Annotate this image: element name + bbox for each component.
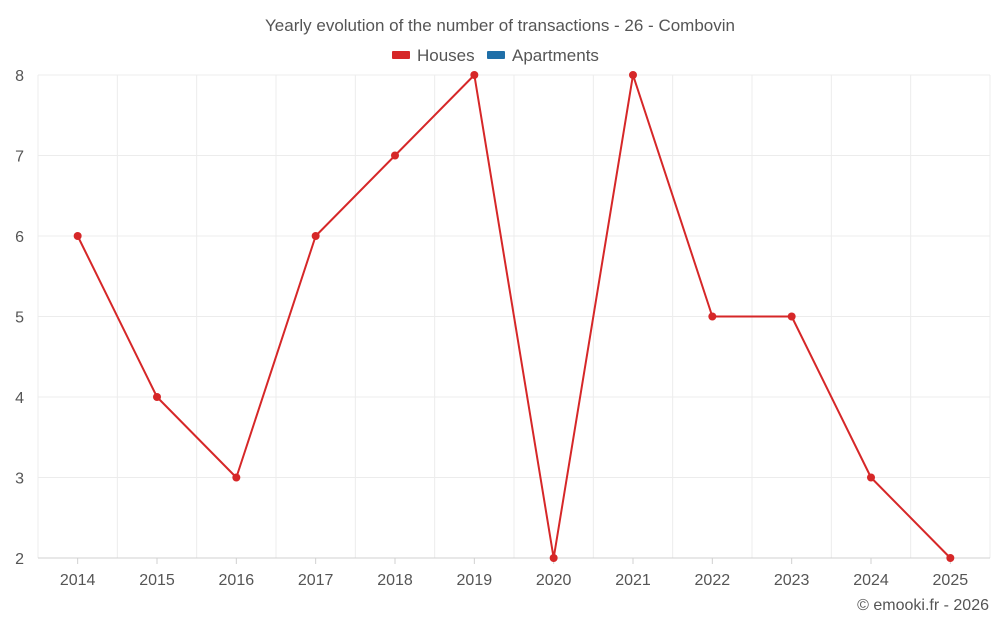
x-tick-label: 2015 (139, 572, 175, 589)
legend-swatch-apartments (487, 51, 505, 59)
data-point[interactable] (470, 71, 479, 79)
data-point[interactable] (391, 151, 399, 160)
x-tick-label: 2023 (774, 572, 810, 589)
data-point[interactable] (232, 473, 241, 482)
data-point[interactable] (73, 232, 82, 240)
x-tick-label: 2025 (933, 572, 969, 589)
x-tick-label: 2024 (853, 572, 889, 589)
data-point[interactable] (946, 554, 955, 562)
y-tick-label: 7 (15, 149, 24, 166)
y-tick-label: 2 (15, 551, 24, 568)
series-line-houses (76, 74, 952, 559)
legend-item-apartments[interactable]: Apartments (487, 46, 599, 65)
credit-text: © emooki.fr - 2026 (857, 597, 989, 614)
y-tick-label: 6 (15, 229, 24, 246)
legend-label-houses: Houses (417, 46, 475, 65)
legend-swatch-houses (392, 51, 410, 59)
legend: Houses Apartments (392, 46, 599, 65)
y-tick-label: 5 (15, 310, 24, 327)
y-tick-label: 3 (15, 471, 24, 488)
data-point[interactable] (867, 473, 875, 482)
data-point[interactable] (549, 554, 558, 562)
x-tick-label: 2019 (457, 572, 493, 589)
x-tick-label: 2018 (377, 572, 413, 589)
y-tick-label: 4 (15, 390, 24, 407)
data-point[interactable] (787, 312, 796, 321)
legend-item-houses[interactable]: Houses (392, 46, 475, 65)
x-tick-label: 2022 (695, 572, 731, 589)
data-point[interactable] (153, 393, 161, 401)
chart-title: Yearly evolution of the number of transa… (265, 16, 735, 35)
x-tick-label: 2021 (615, 572, 651, 589)
legend-label-apartments: Apartments (512, 46, 599, 65)
plot-area (73, 71, 955, 562)
x-tick-label: 2016 (219, 572, 255, 589)
data-point[interactable] (708, 312, 717, 321)
x-tick-label: 2020 (536, 572, 572, 589)
x-tick-label: 2014 (60, 572, 96, 589)
x-tick-label: 2017 (298, 572, 334, 589)
axes: 2 3 4 5 6 7 8 2014 2015 2016 2017 2018 2019 2020 2021 2… (15, 68, 990, 589)
data-point[interactable] (629, 71, 637, 79)
data-point[interactable] (311, 232, 320, 240)
y-tick-label: 8 (15, 68, 24, 85)
